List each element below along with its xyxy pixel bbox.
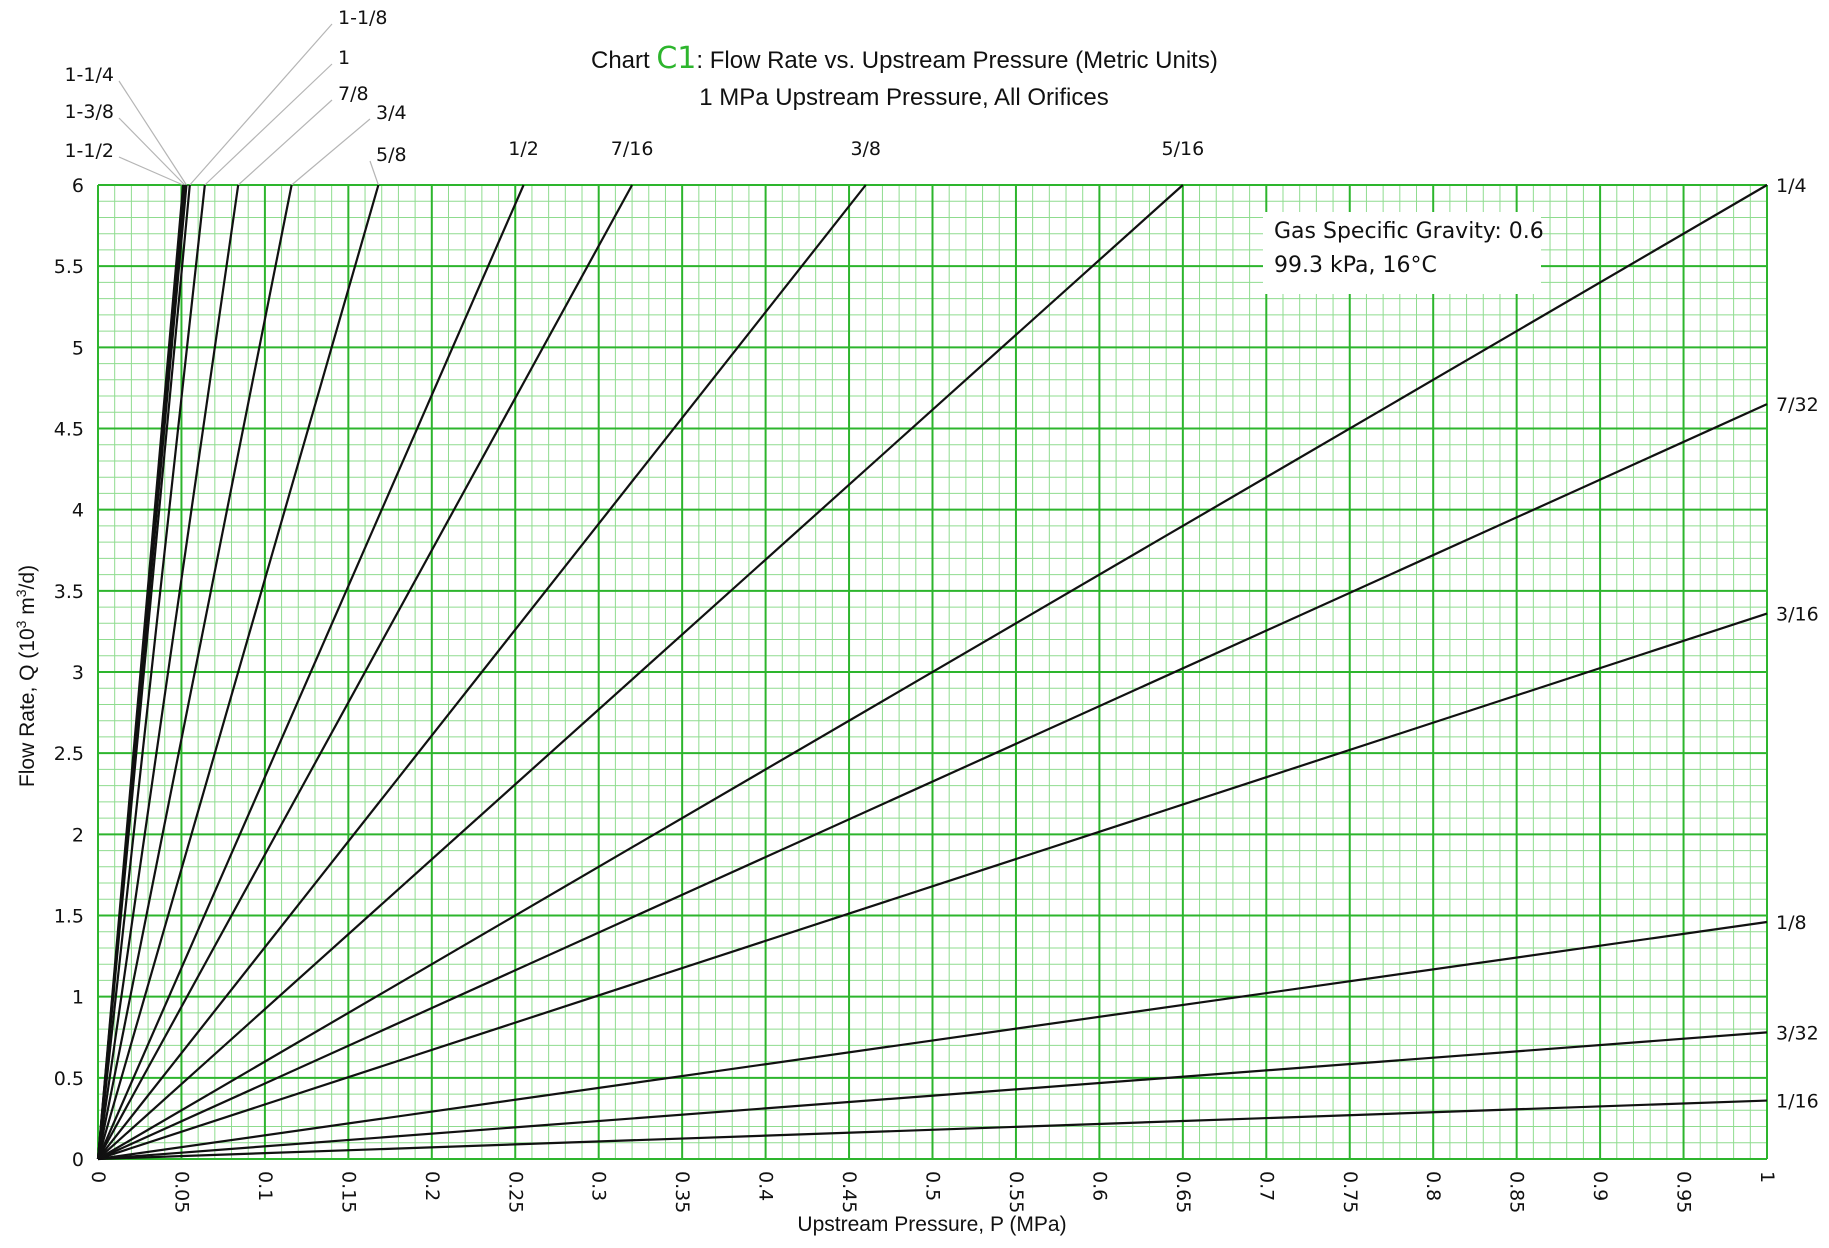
x-tick-label: 0.35	[671, 1171, 693, 1213]
x-tick-label: 0.2	[421, 1171, 443, 1201]
y-tick-label: 0.5	[54, 1068, 84, 1090]
label-leader-line	[237, 99, 333, 186]
y-tick-label: 1	[72, 987, 84, 1009]
series-label: 3/16	[1776, 604, 1819, 626]
y-axis-title-mid: m	[16, 597, 39, 620]
series-line	[96, 184, 240, 1160]
series-labels: 1/16 3/32 1/8 3/16 7/32 1/4 5/16 3/8 7/16 1/2 5/8 3…	[64, 7, 1818, 1113]
x-tick-label: 0.3	[588, 1171, 610, 1201]
x-tick-label: 0.85	[1506, 1171, 1528, 1213]
x-tick-label: 0.95	[1673, 1171, 1695, 1213]
x-tick-label: 0.7	[1255, 1171, 1277, 1201]
series-label: 1-3/8	[64, 101, 114, 123]
x-tick-label: 0.9	[1589, 1171, 1611, 1201]
y-tick-label: 6	[72, 175, 84, 197]
y-tick-label: 1.5	[54, 906, 84, 928]
x-tick-label: 0.8	[1422, 1171, 1444, 1201]
series-label: 3/8	[850, 138, 881, 160]
chart-title-suffix: : Flow Rate vs. Upstream Pressure (Metri…	[696, 47, 1217, 74]
series-label: 7/8	[338, 83, 369, 105]
annotation-gravity: Gas Specific Gravity: 0.6	[1274, 219, 1544, 244]
series-label: 7/16	[611, 138, 654, 160]
label-leader-line	[369, 160, 379, 186]
x-tick-label: 0	[87, 1171, 109, 1183]
y-tick-label: 2.5	[54, 743, 84, 765]
x-tick-label: 0.55	[1005, 1171, 1027, 1213]
y-tick-label: 0	[72, 1149, 84, 1171]
series-line	[97, 1099, 1768, 1161]
y-tick-label: 2	[72, 824, 84, 846]
series-label: 3/4	[376, 102, 407, 124]
chart-title-prefix: Chart	[591, 47, 656, 74]
y-tick-label: 3.5	[54, 581, 84, 603]
x-tick-label: 0.5	[922, 1171, 944, 1201]
label-leader-line	[189, 23, 333, 186]
chart-title: Chart C1: Flow Rate vs. Upstream Pressur…	[591, 41, 1218, 76]
series-line	[96, 184, 293, 1160]
series-line	[96, 184, 525, 1160]
y-axis-title-sup1: 3	[13, 620, 29, 628]
series-line	[96, 184, 206, 1160]
series-line	[96, 184, 185, 1160]
label-leader-line	[118, 117, 186, 186]
series-label: 1/8	[1776, 912, 1807, 934]
series-line	[97, 184, 634, 1160]
annotation-conditions: 99.3 kPa, 16°C	[1274, 253, 1437, 278]
y-tick-label: 4.5	[54, 419, 84, 441]
x-tick-label: 0.75	[1339, 1171, 1361, 1213]
series-line	[97, 403, 1768, 1161]
y-tick-label: 5.5	[54, 256, 84, 278]
y-axis-title-main: Flow Rate, Q (10	[16, 628, 39, 787]
x-tick-label: 0.1	[254, 1171, 276, 1201]
y-axis-title-end: /d)	[16, 565, 39, 590]
series-label: 1/4	[1776, 175, 1807, 197]
y-tick-label: 3	[72, 662, 84, 684]
annotation-box	[1263, 212, 1541, 294]
series-line	[97, 612, 1768, 1161]
series-line	[97, 184, 1768, 1160]
x-tick-label: 0.65	[1172, 1171, 1194, 1213]
x-tick-label: 0.45	[838, 1171, 860, 1213]
series-lines	[96, 184, 1768, 1161]
y-axis-title: Flow Rate, Q (103 m3/d)	[13, 565, 39, 787]
x-tick-label: 1	[1756, 1171, 1778, 1183]
y-axis-title-sup2: 3	[13, 589, 29, 597]
series-label: 7/32	[1776, 394, 1819, 416]
series-line	[97, 184, 1184, 1160]
series-label: 1	[338, 47, 350, 69]
series-line	[97, 184, 867, 1160]
chart-title-accent: C1	[656, 41, 696, 76]
label-leader-line	[118, 80, 187, 186]
series-label: 5/16	[1162, 138, 1205, 160]
y-tick-labels: 0 0.5 1 1.5 2 2.5 3 3.5 4 4.5 5 5.5 6	[54, 175, 84, 1171]
series-line	[97, 920, 1768, 1161]
label-leader-line	[291, 118, 371, 186]
series-line	[97, 1031, 1768, 1161]
series-label: 1-1/2	[64, 140, 114, 162]
series-line	[96, 184, 380, 1160]
series-label: 5/8	[376, 144, 407, 166]
series-label: 1/16	[1776, 1091, 1819, 1113]
x-tick-label: 0.4	[755, 1171, 777, 1201]
series-label: 1-1/4	[64, 64, 114, 86]
x-tick-label: 0.05	[170, 1171, 192, 1213]
x-axis-title: Upstream Pressure, P (MPa)	[797, 1213, 1066, 1236]
series-label: 1-1/8	[338, 7, 388, 29]
y-tick-label: 5	[72, 337, 84, 359]
label-leader-line	[204, 63, 333, 186]
series-label: 1/2	[508, 138, 539, 160]
y-tick-label: 4	[72, 500, 84, 522]
x-tick-label: 0.25	[504, 1171, 526, 1213]
x-tick-label: 0.15	[337, 1171, 359, 1213]
label-leader-line	[118, 156, 184, 186]
series-label: 3/32	[1776, 1022, 1819, 1044]
x-tick-labels: 0 0.05 0.1 0.15 0.2 0.25 0.3 0.35 0.4 0.45 0.5 0.55…	[87, 1171, 1778, 1213]
label-leader-lines	[118, 23, 379, 186]
chart-subtitle: 1 MPa Upstream Pressure, All Orifices	[699, 84, 1108, 111]
x-tick-label: 0.6	[1088, 1171, 1110, 1201]
